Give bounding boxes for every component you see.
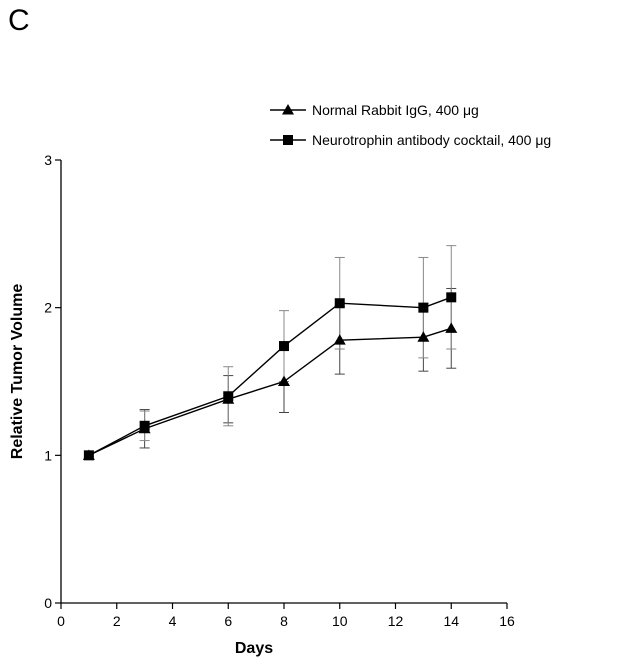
series-line-igg [88,327,452,456]
data-point [83,450,94,461]
x-tick-label: 8 [280,613,288,629]
x-tick-label: 4 [169,613,177,629]
legend-marker [282,104,294,115]
data-point [223,391,234,402]
x-tick-label: 14 [443,613,459,629]
x-tick-label: 16 [499,613,515,629]
x-tick-label: 10 [332,613,348,629]
x-axis-title: Days [235,640,273,657]
legend-label: Neurotrophin antibody cocktail, 400 μg [312,132,551,148]
data-point [333,334,346,345]
data-point [446,292,457,303]
legend-label: Normal Rabbit IgG, 400 μg [312,102,479,118]
error-bars [139,245,457,449]
data-point [279,341,289,352]
panel-label: C [8,4,30,37]
data-point [139,420,150,431]
y-tick-label: 3 [44,152,52,168]
data-point [418,302,429,313]
legend-marker [283,135,293,145]
x-tick-label: 0 [57,613,65,629]
data-point [278,375,290,386]
data-point [445,322,458,333]
y-axis-title: Relative Tumor Volume [9,284,26,460]
y-tick-label: 1 [44,447,52,463]
legend: Normal Rabbit IgG, 400 μg Neurotrophin an… [270,102,551,148]
x-tick-label: 12 [388,613,404,629]
x-tick-label: 6 [224,613,232,629]
y-tick-label: 0 [44,595,52,611]
y-tick-label: 2 [44,300,52,316]
x-tick-label: 2 [113,613,121,629]
data-point [417,331,430,342]
series-markers [82,292,458,461]
data-point [334,298,345,309]
